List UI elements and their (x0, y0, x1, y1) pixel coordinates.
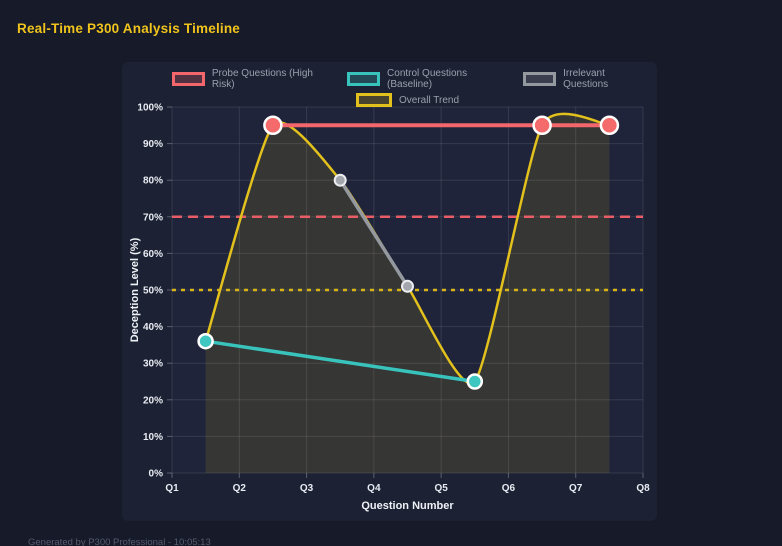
x-tick-label: Q4 (367, 483, 381, 494)
data-point-series0-2 (599, 115, 620, 136)
x-tick-label: Q6 (502, 483, 516, 494)
legend-label: Control Questions (Baseline) (387, 68, 468, 90)
y-tick-label: 20% (143, 395, 163, 406)
x-tick-label: Q5 (434, 483, 448, 494)
x-tick-label: Q3 (300, 483, 314, 494)
page-title: Real-Time P300 Analysis Timeline (17, 21, 241, 36)
y-tick-label: 80% (143, 176, 163, 187)
y-tick-label: 40% (143, 322, 163, 333)
legend-item-irrelevant[interactable]: Irrelevant Questions (523, 68, 643, 90)
legend-label: Irrelevant Questions (563, 68, 609, 90)
generated-by-note: Generated by P300 Professional - 10:05:1… (28, 537, 211, 546)
x-tick-label: Q2 (233, 483, 247, 494)
data-point-series1-1 (466, 373, 484, 390)
trend-area-fill (205, 113, 610, 473)
x-tick-label: Q8 (636, 483, 650, 494)
legend-item-probe[interactable]: Probe Questions (High Risk) (172, 68, 325, 90)
series-line-2 (338, 178, 410, 289)
y-tick-label: 60% (143, 249, 163, 260)
trend-legend-swatch (355, 93, 392, 107)
y-tick-label: 70% (143, 212, 163, 223)
y-tick-label: 30% (143, 359, 163, 370)
control-legend-swatch (347, 72, 381, 86)
irrelevant-legend-swatch (523, 72, 557, 86)
y-tick-label: 100% (137, 103, 163, 114)
legend-item-trend[interactable]: Overall Trend (355, 93, 460, 107)
series-line-1 (203, 339, 477, 384)
y-tick-label: 0% (149, 469, 164, 480)
data-point-series0-0 (263, 115, 283, 136)
y-tick-label: 50% (143, 286, 163, 297)
x-axis-title: Question Number (361, 500, 454, 512)
legend-label: Probe Questions (High Risk) (211, 68, 313, 90)
data-point-series2-0 (333, 173, 347, 187)
x-tick-label: Q7 (569, 483, 583, 494)
timeline-chart: Q1 Q2 Q3 Q4 Q5 Q6 Q7 Q8 0% 10% 20% 30% 40% 50% 60% 70% 8… (137, 103, 650, 495)
legend-label: Overall Trend (398, 94, 460, 106)
data-point-series2-1 (401, 279, 414, 293)
data-point-series0-1 (532, 115, 552, 136)
chart-panel: Probe Questions (High Risk) Control Ques… (122, 62, 657, 521)
legend-row-2: Overall Trend (355, 93, 460, 107)
chart-legend: Probe Questions (High Risk) Control Ques… (172, 68, 643, 107)
data-point-series1-0 (197, 332, 214, 350)
y-tick-label: 10% (143, 432, 163, 443)
legend-item-control[interactable]: Control Questions (Baseline) (347, 68, 501, 90)
y-axis-title: Deception Level (%) (129, 237, 141, 343)
probe-legend-swatch (172, 72, 205, 86)
legend-row-1: Probe Questions (High Risk) Control Ques… (172, 68, 643, 90)
x-tick-label: Q1 (165, 483, 179, 494)
y-tick-label: 90% (143, 139, 163, 150)
